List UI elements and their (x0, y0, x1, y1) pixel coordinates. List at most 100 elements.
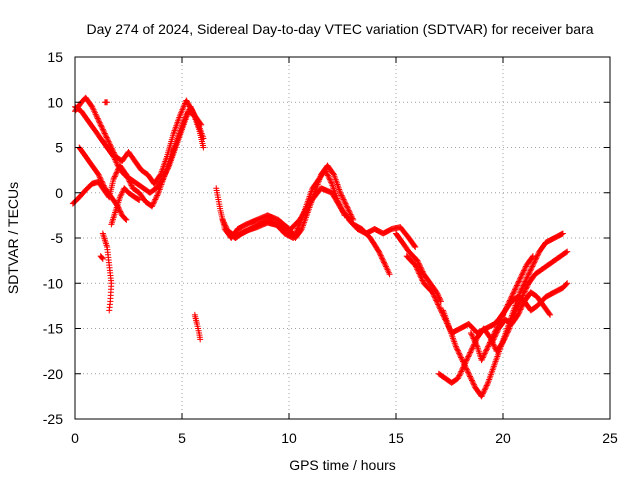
data-point (484, 381, 491, 388)
data-point (433, 297, 440, 304)
data-point (520, 268, 527, 275)
series-track-f (108, 185, 143, 228)
data-point (501, 336, 508, 343)
data-point (564, 280, 571, 287)
data-point (219, 216, 226, 223)
data-point (290, 233, 297, 240)
data-point (99, 255, 106, 262)
data-point (414, 267, 421, 274)
x-tick-label: 10 (281, 430, 297, 446)
data-point (220, 219, 227, 226)
data-point (469, 334, 476, 341)
data-point (520, 291, 527, 298)
data-point (220, 218, 227, 225)
data-point (511, 286, 518, 293)
data-point (516, 307, 523, 314)
x-tick-label: 5 (178, 430, 186, 446)
data-point (93, 112, 100, 119)
axes: 0 5 10 15 20 25 -25 -20 -15 -10 -5 0 5 10 15 (43, 49, 618, 446)
data-point (469, 332, 476, 339)
data-point (524, 273, 531, 280)
data-point (481, 387, 488, 394)
data-point (435, 301, 442, 308)
data-point (482, 385, 489, 392)
data-point (117, 208, 124, 215)
data-point (473, 340, 480, 347)
data-point (535, 251, 542, 258)
data-point (500, 339, 506, 346)
data-point (463, 357, 470, 364)
data-point (97, 175, 104, 182)
data-point (517, 306, 524, 313)
data-point (459, 365, 466, 372)
data-point (467, 349, 474, 356)
plot-frame (74, 56, 611, 420)
data-point (529, 253, 536, 260)
data-point (465, 370, 472, 377)
data-point (494, 328, 501, 335)
data-point (294, 226, 301, 233)
data-point (472, 339, 479, 346)
data-point (326, 175, 333, 182)
data-point (293, 228, 300, 235)
data-point (294, 225, 301, 232)
data-point (465, 353, 472, 360)
series-track-h (101, 99, 111, 106)
data-point (478, 393, 485, 400)
data-point (429, 289, 436, 296)
data-point (464, 368, 471, 375)
data-point (328, 179, 335, 186)
data-point (149, 201, 156, 208)
data-point (431, 293, 438, 300)
data-point (464, 356, 471, 363)
data-point (501, 335, 508, 342)
data-point (419, 268, 426, 275)
data-point (505, 328, 512, 335)
data-point (200, 144, 207, 151)
data-point (431, 294, 438, 301)
data-point (483, 383, 490, 390)
data-point (415, 269, 422, 276)
data-point (530, 260, 537, 267)
data-point (491, 333, 498, 340)
data-point (417, 264, 424, 271)
data-point (455, 349, 462, 356)
data-point (528, 266, 535, 273)
data-point (481, 386, 488, 393)
data-point (528, 264, 535, 271)
data-point (152, 195, 159, 202)
data-point (473, 342, 480, 349)
data-point (104, 135, 111, 142)
data-point (546, 310, 553, 317)
data-point (514, 281, 521, 288)
data-point (386, 271, 393, 278)
data-point (419, 277, 426, 284)
data-point (455, 373, 462, 380)
data-point (418, 267, 425, 274)
data-point (467, 373, 474, 380)
data-point (434, 300, 441, 307)
data-point (481, 350, 488, 357)
data-point (412, 244, 419, 251)
data-point (482, 349, 489, 356)
data-point (505, 326, 512, 333)
data-point (339, 195, 346, 202)
data-point (526, 268, 533, 275)
data-point (290, 235, 297, 241)
data-point (414, 266, 421, 273)
data-point (529, 254, 536, 261)
data-point (513, 282, 520, 289)
data-point (456, 372, 463, 379)
data-point (489, 339, 496, 346)
data-point (101, 129, 108, 136)
y-tick-label: 5 (55, 140, 63, 156)
data-point (481, 351, 488, 358)
data-point (521, 288, 528, 295)
data-point (323, 169, 330, 176)
data-point (164, 166, 171, 173)
data-point (522, 287, 529, 294)
data-point (116, 207, 123, 214)
data-point (490, 336, 497, 343)
series-track-e (99, 230, 115, 314)
series-track-b (72, 94, 207, 187)
